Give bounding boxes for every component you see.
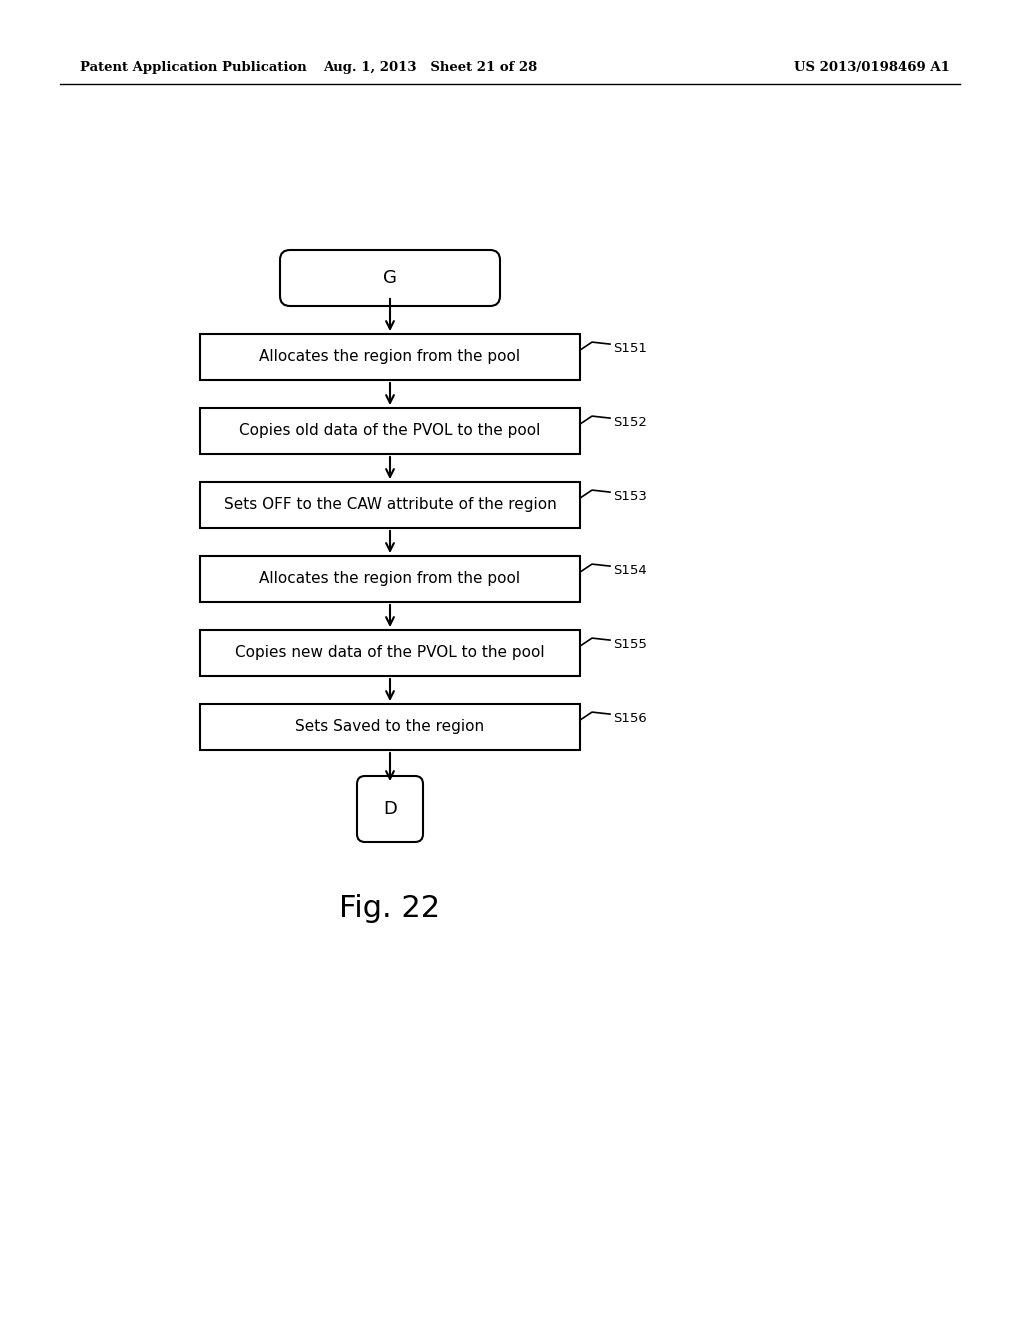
FancyBboxPatch shape [280, 249, 500, 306]
Text: S156: S156 [613, 711, 647, 725]
Text: Patent Application Publication: Patent Application Publication [80, 62, 307, 74]
Text: S155: S155 [613, 638, 647, 651]
Text: Fig. 22: Fig. 22 [339, 894, 440, 923]
Text: Aug. 1, 2013   Sheet 21 of 28: Aug. 1, 2013 Sheet 21 of 28 [323, 62, 538, 74]
Text: G: G [383, 269, 397, 286]
Text: Allocates the region from the pool: Allocates the region from the pool [259, 572, 520, 586]
FancyBboxPatch shape [200, 408, 580, 454]
FancyBboxPatch shape [200, 630, 580, 676]
FancyBboxPatch shape [200, 482, 580, 528]
FancyBboxPatch shape [200, 334, 580, 380]
Text: S153: S153 [613, 490, 647, 503]
Text: S151: S151 [613, 342, 647, 355]
Text: S154: S154 [613, 564, 647, 577]
Text: Sets Saved to the region: Sets Saved to the region [296, 719, 484, 734]
Text: S152: S152 [613, 416, 647, 429]
FancyBboxPatch shape [357, 776, 423, 842]
FancyBboxPatch shape [200, 704, 580, 750]
FancyBboxPatch shape [200, 556, 580, 602]
Text: Copies old data of the PVOL to the pool: Copies old data of the PVOL to the pool [240, 424, 541, 438]
Text: Allocates the region from the pool: Allocates the region from the pool [259, 350, 520, 364]
Text: Sets OFF to the CAW attribute of the region: Sets OFF to the CAW attribute of the reg… [223, 498, 556, 512]
Text: D: D [383, 800, 397, 818]
Text: Copies new data of the PVOL to the pool: Copies new data of the PVOL to the pool [236, 645, 545, 660]
Text: US 2013/0198469 A1: US 2013/0198469 A1 [795, 62, 950, 74]
